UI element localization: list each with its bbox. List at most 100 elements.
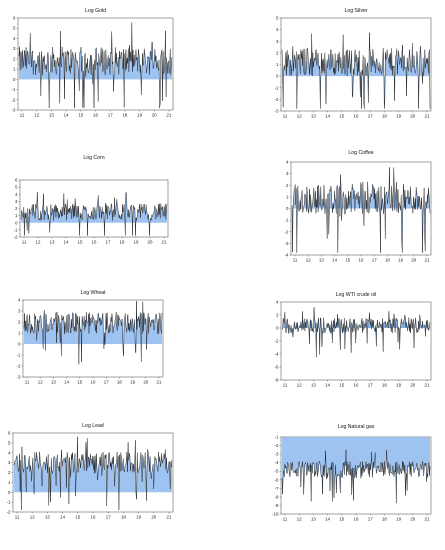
y-tick-label: 0 <box>8 490 11 495</box>
y-tick-label: 4 <box>8 450 11 455</box>
y-tick-label: 2 <box>286 183 289 188</box>
y-tick-label: 4 <box>15 192 18 197</box>
y-tick-label: 4 <box>276 27 279 32</box>
chart-title: Log WTI crude oil <box>336 292 377 298</box>
chart-title: Log Silver <box>344 8 367 14</box>
x-tick-label: 18 <box>117 380 122 385</box>
chart-title: Log Corn <box>83 155 104 161</box>
y-tick-label: 2 <box>276 313 279 318</box>
y-tick-label: 1 <box>13 67 16 72</box>
x-tick-label: 21 <box>425 114 430 119</box>
y-tick-label: -10 <box>272 512 279 517</box>
chart-title: Log Coffee <box>348 150 373 156</box>
x-tick-label: 18 <box>382 383 387 388</box>
y-tick-label: 4 <box>18 298 21 303</box>
x-tick-label: 19 <box>137 113 142 118</box>
x-tick-label: 14 <box>325 114 330 119</box>
x-tick-label: 15 <box>75 515 80 520</box>
y-tick-label: -6 <box>275 365 279 370</box>
y-tick-label: -5 <box>275 469 279 474</box>
y-tick-label: -1 <box>12 87 16 92</box>
x-tick-label: 17 <box>368 517 373 522</box>
x-tick-label: 11 <box>283 114 288 119</box>
x-tick-label: 12 <box>297 114 302 119</box>
y-tick-label: -2 <box>17 364 21 369</box>
x-tick-label: 16 <box>91 515 96 520</box>
x-tick-label: 17 <box>368 114 373 119</box>
x-tick-label: 16 <box>92 240 97 245</box>
x-tick-label: 21 <box>167 515 172 520</box>
x-tick-label: 15 <box>339 517 344 522</box>
x-tick-label: 19 <box>396 517 401 522</box>
y-tick-label: 4 <box>13 36 16 41</box>
series-area <box>14 436 172 511</box>
y-tick-label: 2 <box>13 56 16 61</box>
x-tick-label: 21 <box>167 113 172 118</box>
y-tick-label: 6 <box>13 16 16 21</box>
x-tick-label: 12 <box>36 240 41 245</box>
y-tick-label: -2 <box>275 339 279 344</box>
x-tick-label: 11 <box>293 258 298 263</box>
y-tick-label: 6 <box>8 431 11 436</box>
series-line <box>23 301 163 365</box>
y-tick-label: -3 <box>12 108 16 113</box>
x-tick-label: 16 <box>93 113 98 118</box>
x-tick-label: 15 <box>345 258 350 263</box>
series-line <box>281 32 431 109</box>
x-tick-label: 12 <box>38 380 43 385</box>
y-tick-label: 0 <box>276 74 279 79</box>
x-tick-label: 14 <box>64 113 69 118</box>
chart-title: Log Wheat <box>80 290 106 296</box>
x-tick-label: 21 <box>425 258 430 263</box>
y-tick-label: -8 <box>275 378 279 383</box>
x-tick-label: 13 <box>50 240 55 245</box>
x-tick-label: 19 <box>398 258 403 263</box>
x-tick-label: 13 <box>311 517 316 522</box>
y-tick-label: 0 <box>15 220 18 225</box>
y-tick-label: 3 <box>276 39 279 44</box>
x-tick-label: 16 <box>354 383 359 388</box>
y-tick-label: 1 <box>15 213 18 218</box>
series-line <box>281 449 431 504</box>
series-line <box>20 191 168 236</box>
x-tick-label: 15 <box>78 240 83 245</box>
x-tick-label: 15 <box>339 383 344 388</box>
y-tick-label: 6 <box>15 178 18 183</box>
x-tick-label: 19 <box>134 240 139 245</box>
x-tick-label: 13 <box>319 258 324 263</box>
x-tick-label: 21 <box>425 517 430 522</box>
x-tick-label: 17 <box>108 113 113 118</box>
y-tick-label: 4 <box>276 300 279 305</box>
x-tick-label: 11 <box>283 383 288 388</box>
y-tick-label: -2 <box>7 510 11 515</box>
y-tick-label: 3 <box>18 309 21 314</box>
x-tick-label: 13 <box>311 383 316 388</box>
x-tick-label: 18 <box>382 114 387 119</box>
x-tick-label: 21 <box>425 383 430 388</box>
y-tick-label: -2 <box>275 97 279 102</box>
x-tick-label: 13 <box>51 380 56 385</box>
y-tick-label: 5 <box>13 26 16 31</box>
y-tick-label: -2 <box>12 97 16 102</box>
y-tick-label: -9 <box>275 503 279 508</box>
x-tick-label: 17 <box>372 258 377 263</box>
y-tick-label: -2 <box>275 443 279 448</box>
x-tick-label: 11 <box>25 380 30 385</box>
x-tick-label: 18 <box>120 240 125 245</box>
x-tick-label: 20 <box>148 240 153 245</box>
x-tick-label: 16 <box>354 517 359 522</box>
x-tick-label: 15 <box>78 113 83 118</box>
y-tick-label: 0 <box>13 77 16 82</box>
x-tick-label: 15 <box>339 114 344 119</box>
y-tick-label: 4 <box>286 160 289 165</box>
x-tick-label: 20 <box>151 515 156 520</box>
y-tick-label: -4 <box>275 352 279 357</box>
x-tick-label: 14 <box>64 240 69 245</box>
x-tick-label: 14 <box>332 258 337 263</box>
x-tick-label: 11 <box>283 517 288 522</box>
x-tick-label: 15 <box>77 380 82 385</box>
y-tick-label: 5 <box>276 16 279 21</box>
y-tick-label: 0 <box>286 206 289 211</box>
